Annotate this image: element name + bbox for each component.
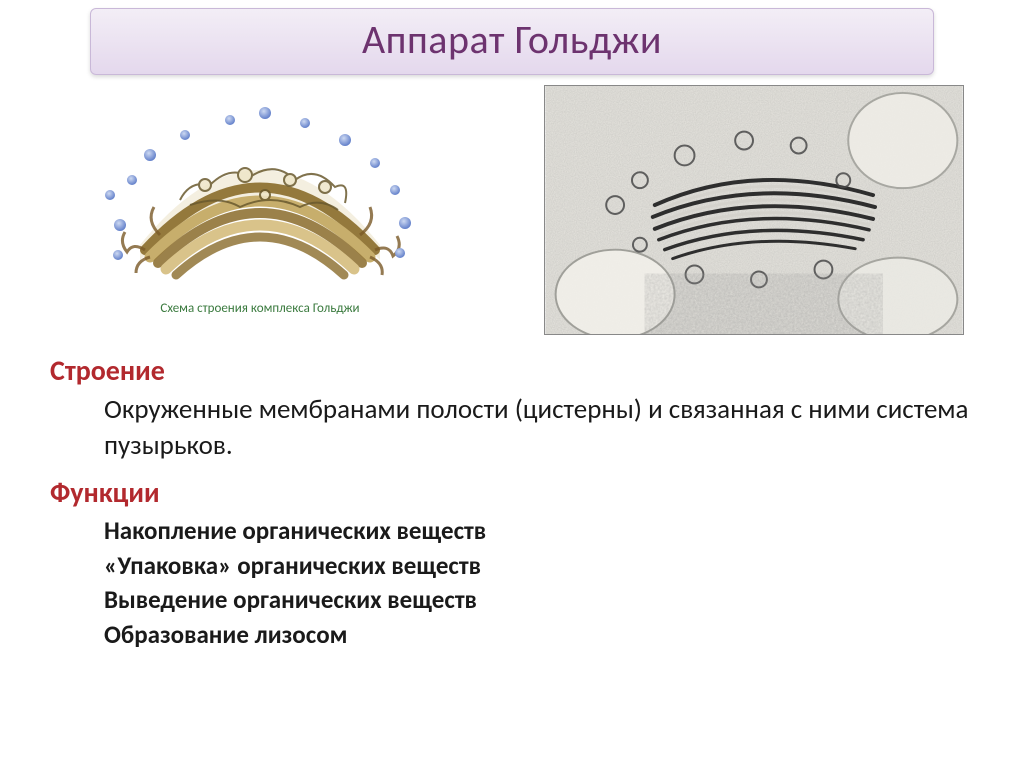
function-item: Образование лизосом <box>104 618 974 653</box>
electron-micrograph <box>544 85 964 335</box>
page-title: Аппарат Гольджи <box>91 15 933 64</box>
structure-heading: Строение <box>50 353 974 388</box>
illustration-container: Схема строения комплекса Гольджи <box>90 85 430 335</box>
text-content: Строение Окруженные мембранами полости (… <box>0 335 1024 652</box>
golgi-illustration <box>90 85 430 295</box>
functions-list: Накопление органических веществ «Упаковк… <box>50 514 974 652</box>
title-bar: Аппарат Гольджи <box>90 8 934 75</box>
function-item: Накопление органических веществ <box>104 514 974 549</box>
structure-body: Окруженные мембранами полости (цистерны)… <box>50 392 974 463</box>
functions-heading: Функции <box>50 475 974 510</box>
function-item: «Упаковка» органических веществ <box>104 549 974 584</box>
golgi-diagram-svg <box>90 85 430 295</box>
illustration-caption: Схема строения комплекса Гольджи <box>90 301 430 316</box>
images-row: Схема строения комплекса Гольджи <box>0 75 1024 335</box>
function-item: Выведение органических веществ <box>104 583 974 618</box>
micrograph-svg <box>545 86 963 334</box>
